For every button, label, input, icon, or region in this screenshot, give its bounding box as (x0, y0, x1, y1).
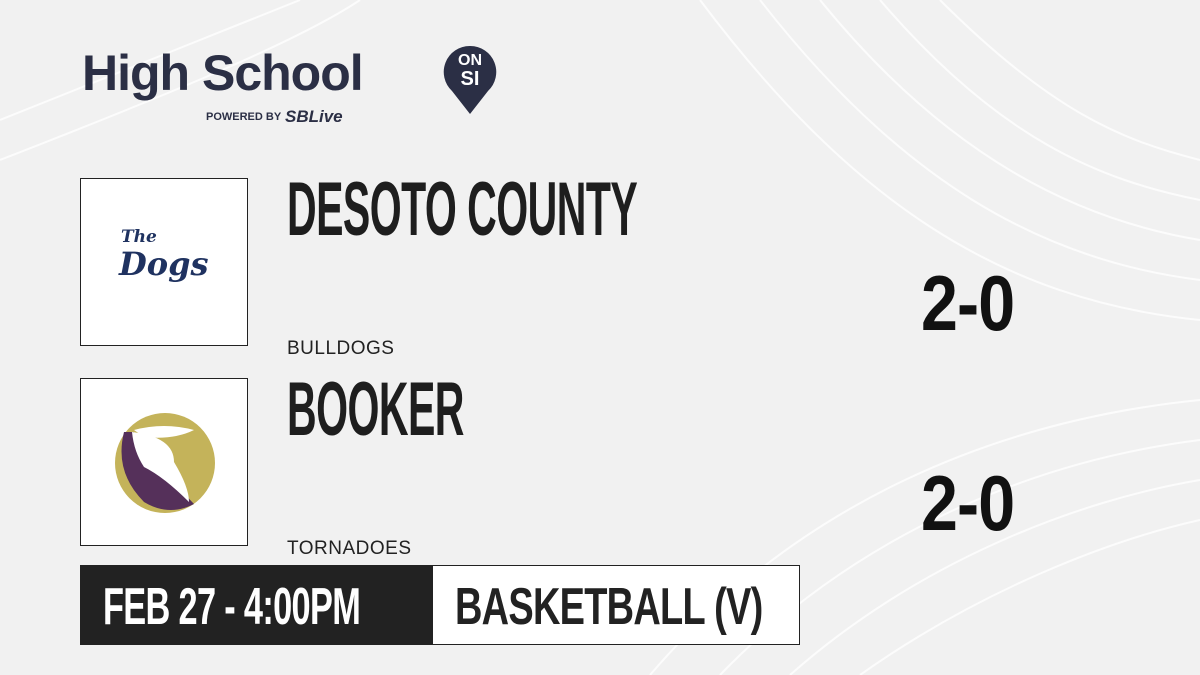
datetime-box: FEB 27 - 4:00PM (81, 566, 433, 644)
game-info-bar: FEB 27 - 4:00PM BASKETBALL (V) (80, 565, 800, 645)
tornado-logo-icon (115, 413, 215, 513)
on-si-pin-icon (443, 45, 497, 115)
sblive-logo: SBLive (285, 107, 343, 126)
team-record: 2-0 (921, 459, 1015, 547)
team-name: DESOTO COUNTY (287, 167, 638, 252)
game-sport: BASKETBALL (V) (455, 578, 763, 636)
logo-text-the: The (121, 227, 157, 247)
team-logo-desoto: The Dogs (80, 178, 248, 346)
logo-text-dogs: Dogs (119, 245, 209, 283)
team-mascot: BULLDOGS (287, 338, 395, 359)
team-logo-booker (80, 378, 248, 546)
game-datetime: FEB 27 - 4:00PM (103, 578, 361, 636)
team-mascot: TORNADOES (287, 538, 412, 559)
brand-title: High School (82, 45, 364, 101)
badge-si: SI (460, 68, 480, 90)
team-name: BOOKER (287, 367, 464, 452)
powered-by: POWERED BY (206, 111, 282, 123)
badge-on: ON (458, 52, 482, 69)
team-record: 2-0 (921, 259, 1015, 347)
